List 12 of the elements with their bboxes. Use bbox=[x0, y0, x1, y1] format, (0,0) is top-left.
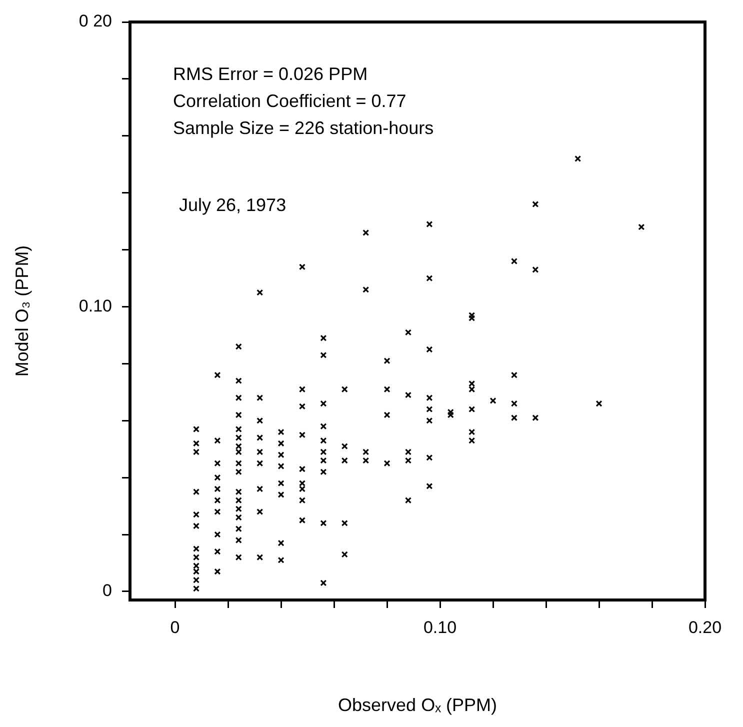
x-tick-label: 0.10 bbox=[423, 618, 457, 637]
y-axis-title: Model O₃ (PPM) bbox=[12, 245, 32, 377]
annotation: RMS Error = 0.026 PPM bbox=[173, 64, 368, 84]
x-tick-label: 0.20 bbox=[688, 618, 722, 637]
annotation: July 26, 1973 bbox=[179, 194, 286, 215]
x-tick-label: 0 bbox=[170, 618, 180, 637]
annotation: Sample Size = 226 station-hours bbox=[173, 118, 434, 138]
x-axis-title: Observed Oₓ (PPM) bbox=[338, 695, 497, 716]
annotation: Correlation Coefficient = 0.77 bbox=[173, 90, 406, 111]
y-tick-label: 0 bbox=[102, 581, 112, 600]
y-tick-label: 0.10 bbox=[78, 296, 112, 316]
y-tick-label: 0 20 bbox=[78, 12, 112, 31]
